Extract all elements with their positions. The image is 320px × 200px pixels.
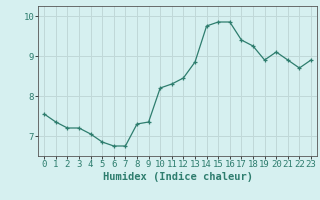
X-axis label: Humidex (Indice chaleur): Humidex (Indice chaleur) [103,172,252,182]
